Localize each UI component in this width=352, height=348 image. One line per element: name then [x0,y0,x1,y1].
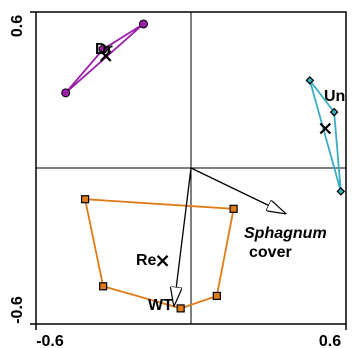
x-tick-label-max: 0.6 [319,333,341,348]
vector-label-cover: cover [249,244,292,261]
centroid-dr [99,50,112,62]
group-label-re: Re [136,252,157,269]
vector-arrow-sphagnum [190,167,285,214]
point-re-2 [212,291,221,301]
point-un-1 [329,107,339,117]
vector-label-sphagnum: Sphagnum [244,225,327,242]
point-re-4 [99,282,108,291]
y-tick-label-max: 0.6 [9,15,26,37]
x-tick-label-min: -0.6 [36,333,64,348]
series-layer [61,19,346,313]
point-un-2 [336,187,346,196]
point-re-1 [229,204,238,213]
point-re-0 [80,195,90,204]
y-tick-label-min: -0.6 [9,296,26,324]
point-re-3 [176,304,185,313]
centroid-re [156,255,169,267]
tick-marks [30,11,347,330]
group-label-un: Un [324,88,345,105]
hull-un [308,79,342,192]
point-dr-2 [138,19,148,29]
point-dr-0 [61,88,71,98]
point-un-0 [305,76,315,85]
group-label-dr: Dr [95,41,113,58]
vector-layer [174,167,285,306]
hull-re [83,198,235,310]
centroid-un [319,122,332,135]
vector-label-wt: WT [148,297,173,314]
vector-arrow-wt [174,167,192,306]
